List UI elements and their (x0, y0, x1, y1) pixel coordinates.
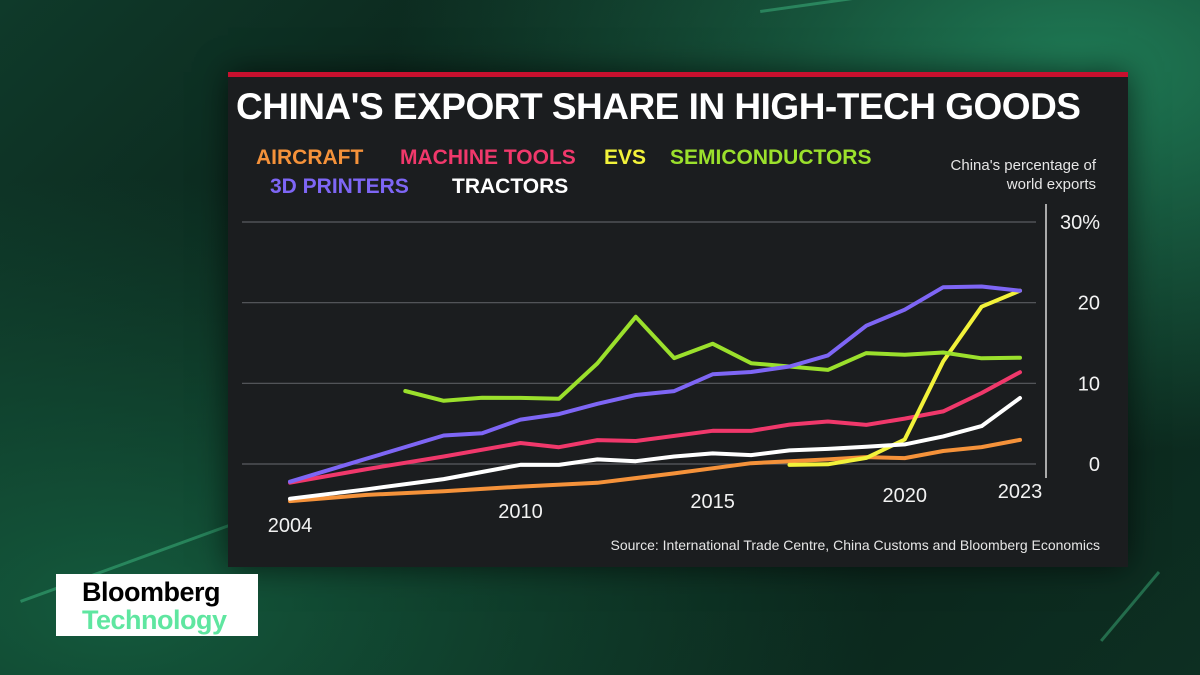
logo-line-1: Bloomberg (82, 577, 221, 607)
logo-line-2: Technology (82, 605, 227, 635)
y-tick-label: 10 (1078, 373, 1100, 395)
series-line-machine-tools (288, 370, 1022, 485)
x-tick-label: 2010 (498, 501, 543, 523)
y-tick-label: 20 (1078, 293, 1100, 315)
y-axis-unit-note: China's percentage of world exports (950, 157, 1096, 193)
legend-aircraft: AIRCRAFT (256, 146, 364, 169)
x-tick-label: 2004 (268, 515, 313, 537)
source-note: Source: International Trade Centre, Chin… (610, 537, 1100, 553)
legend-3d-printers: 3D PRINTERS (270, 175, 409, 198)
x-tick-label: 2023 (998, 481, 1043, 503)
series-line-evs (787, 288, 1022, 467)
legend-semiconductors: SEMICONDUCTORS (670, 146, 872, 169)
title-accent-bar (228, 72, 1128, 77)
x-tick-label: 2020 (882, 485, 927, 507)
series-line-3d-printers (288, 284, 1022, 484)
series-line-tractors (288, 396, 1022, 501)
legend-tractors: TRACTORS (452, 175, 569, 198)
chart-card: CHINA'S EXPORT SHARE IN HIGH-TECH GOODS … (228, 72, 1128, 567)
x-tick-label: 2015 (690, 491, 735, 513)
series-line-aircraft (288, 437, 1022, 504)
legend-evs: EVS (604, 146, 647, 169)
chart-title: CHINA'S EXPORT SHARE IN HIGH-TECH GOODS (236, 86, 1081, 127)
series-line-semiconductors (403, 314, 1022, 403)
y-tick-label: 30% (1060, 212, 1100, 234)
legend-machine-tools: MACHINE TOOLS (400, 146, 576, 169)
y-tick-label: 0 (1089, 454, 1100, 476)
bloomberg-technology-logo: Bloomberg Technology (56, 574, 258, 636)
